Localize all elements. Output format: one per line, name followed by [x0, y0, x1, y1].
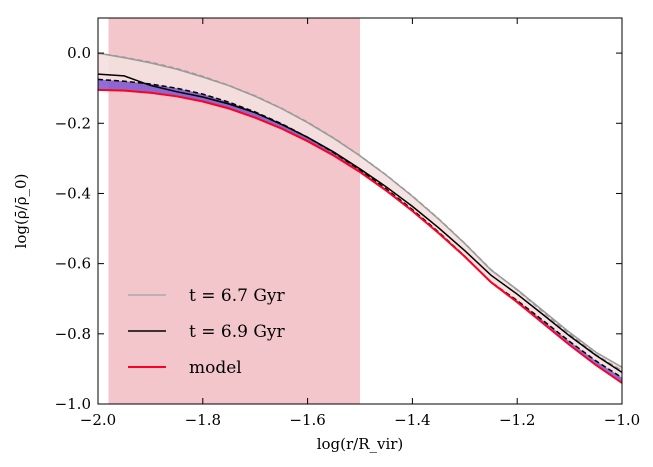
x-tick-label: −1.4 [394, 411, 430, 429]
y-tick-labels: 0.0 −0.2 −0.4 −0.6 −0.8 −1.0 [55, 44, 91, 413]
y-tick-label: −0.4 [55, 184, 91, 202]
x-axis-label: log(r/R_vir) [317, 435, 404, 453]
x-tick-labels: −2.0 −1.8 −1.6 −1.4 −1.2 −1.0 [80, 411, 640, 429]
legend-label-model: model [189, 358, 242, 378]
x-tick-label: −1.8 [185, 411, 221, 429]
y-tick-label: −0.2 [55, 114, 91, 132]
series-lines [98, 52, 622, 384]
y-tick-label: 0.0 [67, 44, 91, 62]
x-tick-label: −2.0 [80, 411, 116, 429]
x-tick-label: −1.0 [604, 411, 640, 429]
y-axis-label: log(ρ̄/ρ̄_0) [12, 174, 30, 249]
axis-ticks [97, 18, 623, 405]
y-tick-label: −1.0 [55, 395, 91, 413]
series-line-4 [98, 88, 622, 384]
legend-label-6.7: t = 6.7 Gyr [189, 286, 286, 306]
x-tick-label: −1.2 [499, 411, 535, 429]
y-tick-label: −0.8 [55, 325, 91, 343]
series-line-1 [98, 52, 622, 372]
series-line-2 [98, 73, 622, 374]
plot-frame [97, 17, 623, 405]
legend: t = 6.7 Gyr t = 6.9 Gyr model [128, 286, 286, 378]
y-tick-label: −0.6 [55, 255, 91, 273]
legend-label-6.9: t = 6.9 Gyr [189, 322, 286, 342]
x-tick-label: −1.6 [289, 411, 325, 429]
series-line-3 [98, 78, 622, 379]
